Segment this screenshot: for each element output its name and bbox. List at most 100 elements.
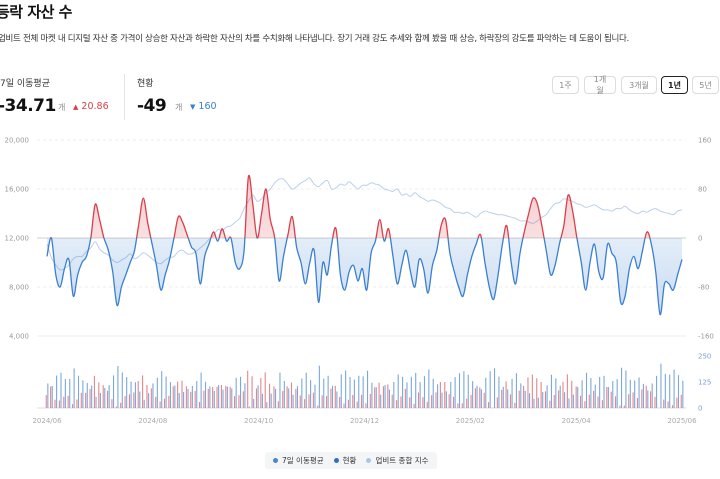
volume-bar-up bbox=[523, 385, 525, 408]
volume-bar-up bbox=[220, 385, 222, 408]
volume-bar-down bbox=[507, 389, 509, 408]
volume-bar-down bbox=[472, 381, 474, 408]
volume-bar-up bbox=[128, 394, 131, 408]
period-button-1y[interactable]: 1년 bbox=[661, 76, 688, 94]
legend-dot-ma7 bbox=[273, 458, 278, 463]
volume-bar-up bbox=[50, 386, 52, 408]
volume-bar-up bbox=[111, 399, 113, 408]
period-button-1w[interactable]: 1주 bbox=[552, 76, 579, 94]
volume-bar-down bbox=[161, 371, 163, 408]
volume-bar-up bbox=[269, 383, 271, 408]
volume-bar-up bbox=[439, 382, 441, 408]
volume-bar-up bbox=[146, 384, 148, 408]
volume-bar-up bbox=[260, 378, 262, 408]
volume-bar-up bbox=[663, 399, 665, 408]
legend-item-ma7[interactable]: 7일 이동평균 bbox=[273, 455, 324, 466]
chart-legend: 7일 이동평균 현황 업비트 종합 지수 bbox=[265, 452, 437, 469]
period-button-1m[interactable]: 1개월 bbox=[584, 75, 616, 95]
volume-bar-up bbox=[488, 402, 490, 408]
volume-bar-up bbox=[409, 397, 411, 408]
volume-bar-up bbox=[667, 401, 669, 408]
right-axis-tick: 80 bbox=[698, 186, 707, 194]
volume-bar-up bbox=[593, 390, 595, 408]
page-title: 등락 자산 수 bbox=[0, 3, 72, 21]
volume-bar-up bbox=[641, 389, 643, 408]
volume-bar-up bbox=[251, 376, 253, 408]
volume-bar-down bbox=[612, 381, 614, 408]
ma7-change-value: 20.86 bbox=[81, 101, 109, 112]
volume-bar-down bbox=[515, 373, 517, 408]
volume-bar-up bbox=[190, 391, 192, 408]
volume-bar-up bbox=[163, 398, 166, 408]
volume-bar-up bbox=[80, 392, 82, 408]
volume-bar-down bbox=[581, 380, 583, 408]
volume-bar-down bbox=[60, 372, 62, 408]
volume-bar-up bbox=[597, 396, 599, 408]
ma7-unit: 개 bbox=[58, 103, 66, 112]
current-unit: 개 bbox=[175, 103, 183, 112]
volume-bar-up bbox=[619, 405, 621, 408]
volume-bar-up bbox=[67, 395, 69, 408]
volume-bar-down bbox=[485, 377, 487, 408]
x-axis-tick: 2025/06 bbox=[667, 417, 697, 425]
legend-label-ma7: 7일 이동평균 bbox=[282, 456, 324, 465]
volume-bar-up bbox=[185, 386, 187, 408]
volume-bar-up bbox=[549, 400, 551, 408]
volume-bar-down bbox=[222, 389, 224, 408]
volume-bar-down bbox=[69, 378, 71, 408]
volume-bar-down bbox=[664, 373, 666, 408]
volume-bar-up bbox=[225, 385, 227, 408]
volume-bar-down bbox=[77, 375, 80, 408]
volume-bar-down bbox=[327, 375, 329, 408]
volume-bar-up bbox=[584, 401, 586, 408]
caret-down-icon: ▼ bbox=[190, 103, 196, 111]
volume-bar-down bbox=[345, 370, 347, 408]
volume-bar-up bbox=[483, 392, 485, 408]
volume-bar-down bbox=[375, 387, 377, 408]
volume-bar-up bbox=[422, 397, 424, 408]
volume-bar-down bbox=[112, 375, 115, 408]
period-button-5y[interactable]: 5년 bbox=[692, 76, 719, 94]
volume-bar-up bbox=[382, 386, 385, 408]
caret-up-icon: ▲ bbox=[73, 103, 79, 111]
volume-axis-tick: 250 bbox=[698, 353, 711, 361]
volume-bar-up bbox=[413, 403, 415, 408]
index-line bbox=[46, 177, 683, 271]
volume-bar-up bbox=[137, 381, 139, 408]
volume-bar-down bbox=[99, 392, 101, 408]
volume-bar-up bbox=[238, 395, 240, 408]
volume-axis-tick: 125 bbox=[698, 379, 711, 387]
volume-bar-up bbox=[325, 396, 328, 408]
stat-divider bbox=[124, 74, 125, 120]
legend-item-index[interactable]: 업비트 종합 지수 bbox=[366, 455, 429, 466]
x-axis-tick: 2024/10 bbox=[244, 417, 273, 425]
volume-bar-up bbox=[299, 395, 301, 408]
volume-bar-up bbox=[172, 386, 174, 408]
ma7-line-negative bbox=[46, 238, 683, 316]
volume-bar-up bbox=[544, 391, 547, 408]
volume-bar-up bbox=[330, 388, 332, 408]
period-button-3m[interactable]: 3개월 bbox=[621, 76, 657, 94]
legend-item-current[interactable]: 현황 bbox=[333, 455, 356, 466]
volume-bar-down bbox=[139, 391, 141, 408]
volume-bar-down bbox=[568, 398, 570, 408]
volume-bar-down bbox=[406, 382, 408, 408]
current-change: ▼ 160 bbox=[190, 101, 217, 112]
volume-bar-down bbox=[651, 383, 653, 408]
volume-bar-up bbox=[571, 380, 573, 408]
volume-bar-down bbox=[397, 374, 399, 408]
volume-bar-up bbox=[234, 396, 236, 408]
x-axis-tick: 2024/06 bbox=[32, 417, 62, 425]
volume-bar-up bbox=[435, 392, 437, 408]
left-axis-tick: 4,000 bbox=[9, 333, 29, 341]
volume-bar-down bbox=[349, 376, 351, 408]
volume-bar-up bbox=[334, 385, 336, 408]
volume-bar-down bbox=[244, 383, 246, 408]
volume-bar-down bbox=[248, 406, 250, 408]
volume-bar-up bbox=[461, 403, 463, 408]
x-axis-tick: 2024/12 bbox=[350, 417, 379, 425]
volume-bar-up bbox=[417, 392, 420, 408]
volume-bar-down bbox=[169, 382, 172, 408]
volume-bar-up bbox=[378, 382, 380, 408]
